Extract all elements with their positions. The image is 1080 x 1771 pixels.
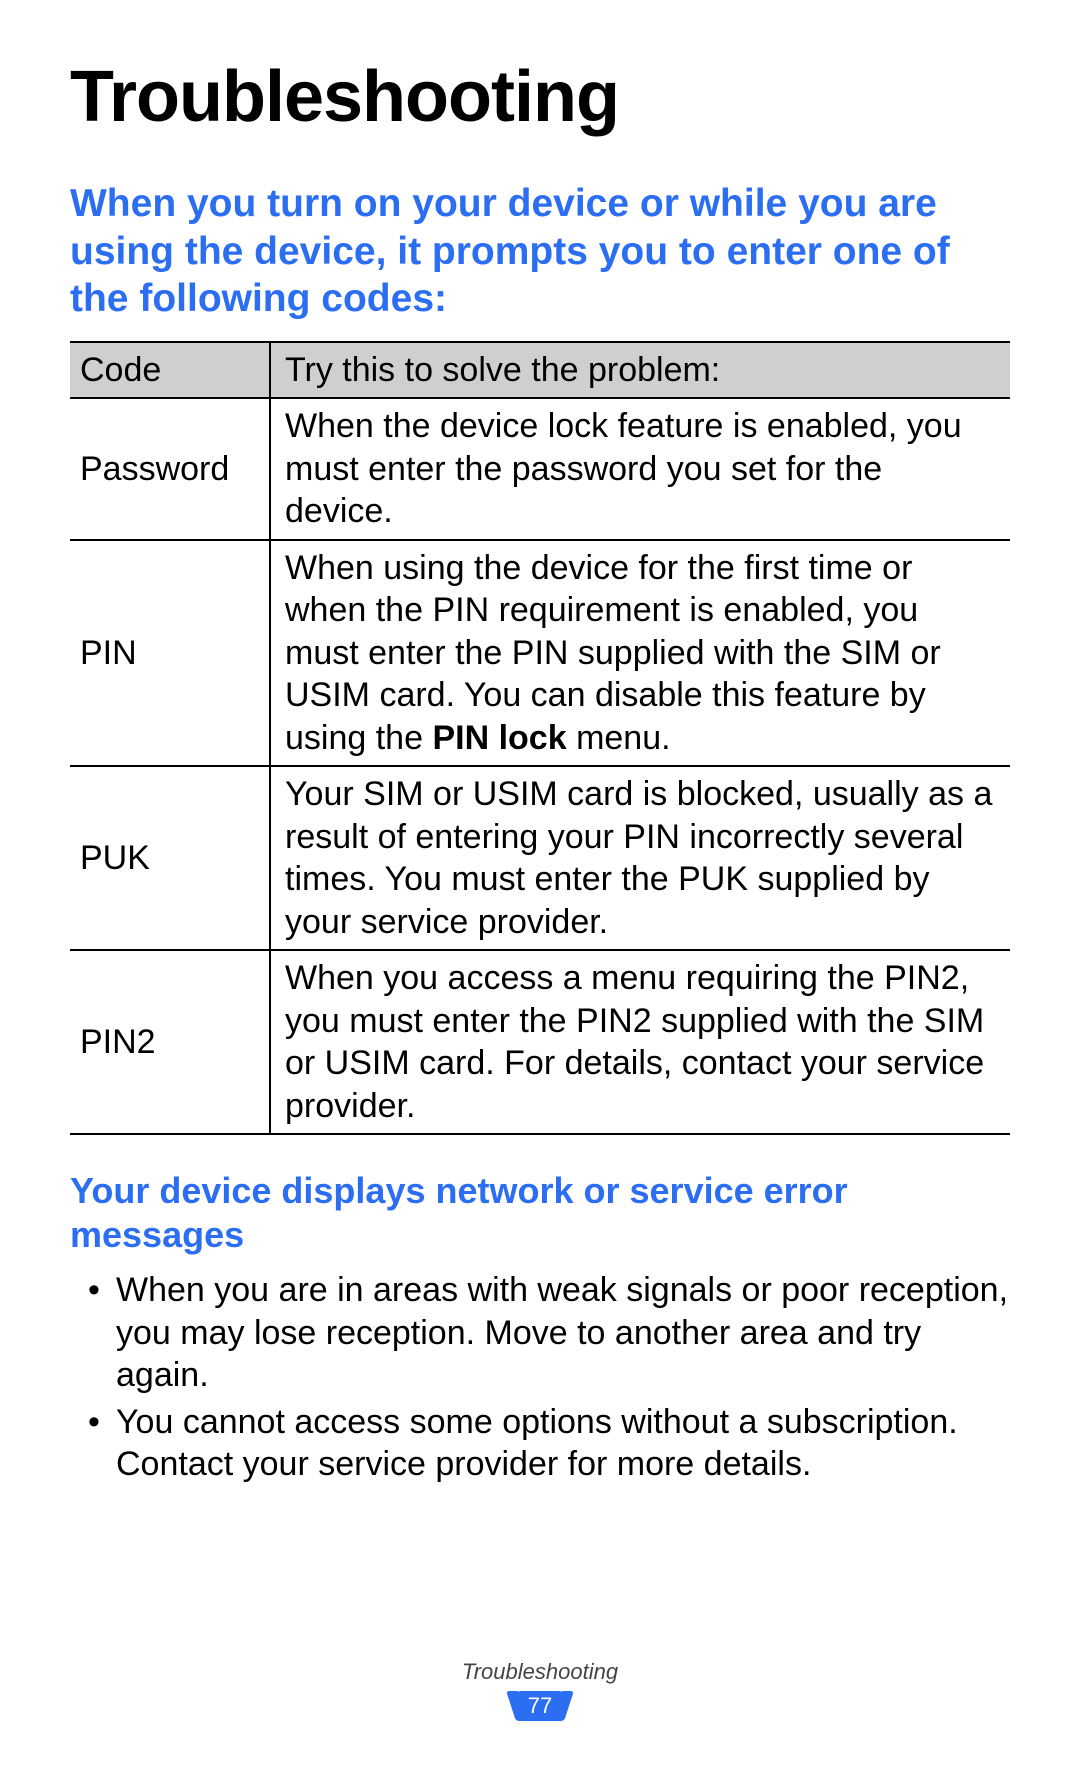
codes-table: Code Try this to solve the problem: Pass…	[70, 341, 1010, 1136]
footer-section-label: Troubleshooting	[0, 1659, 1080, 1685]
table-row: PasswordWhen the device lock feature is …	[70, 398, 1010, 540]
list-item: When you are in areas with weak signals …	[88, 1269, 1010, 1397]
section-heading-codes: When you turn on your device or while yo…	[70, 180, 1010, 323]
page-footer: Troubleshooting 77	[0, 1659, 1080, 1721]
page-number: 77	[528, 1693, 552, 1718]
section-heading-network: Your device displays network or service …	[70, 1169, 1010, 1257]
table-header-code: Code	[70, 342, 270, 399]
network-error-bullets: When you are in areas with weak signals …	[70, 1269, 1010, 1486]
table-row: PUKYour SIM or USIM card is blocked, usu…	[70, 766, 1010, 950]
codes-table-body: PasswordWhen the device lock feature is …	[70, 398, 1010, 1134]
page-title: Troubleshooting	[70, 56, 1010, 138]
table-row: PINWhen using the device for the first t…	[70, 540, 1010, 767]
table-cell-code: PUK	[70, 766, 270, 950]
table-cell-solution: When the device lock feature is enabled,…	[270, 398, 1010, 540]
page: Troubleshooting When you turn on your de…	[0, 0, 1080, 1771]
table-cell-code: PIN2	[70, 950, 270, 1134]
table-row: PIN2When you access a menu requiring the…	[70, 950, 1010, 1134]
page-number-badge: 77	[517, 1691, 563, 1721]
table-header-solution: Try this to solve the problem:	[270, 342, 1010, 399]
table-cell-solution: When you access a menu requiring the PIN…	[270, 950, 1010, 1134]
table-header-row: Code Try this to solve the problem:	[70, 342, 1010, 399]
list-item: You cannot access some options without a…	[88, 1401, 1010, 1486]
table-cell-solution: When using the device for the first time…	[270, 540, 1010, 767]
table-cell-code: PIN	[70, 540, 270, 767]
table-cell-solution: Your SIM or USIM card is blocked, usuall…	[270, 766, 1010, 950]
table-cell-code: Password	[70, 398, 270, 540]
